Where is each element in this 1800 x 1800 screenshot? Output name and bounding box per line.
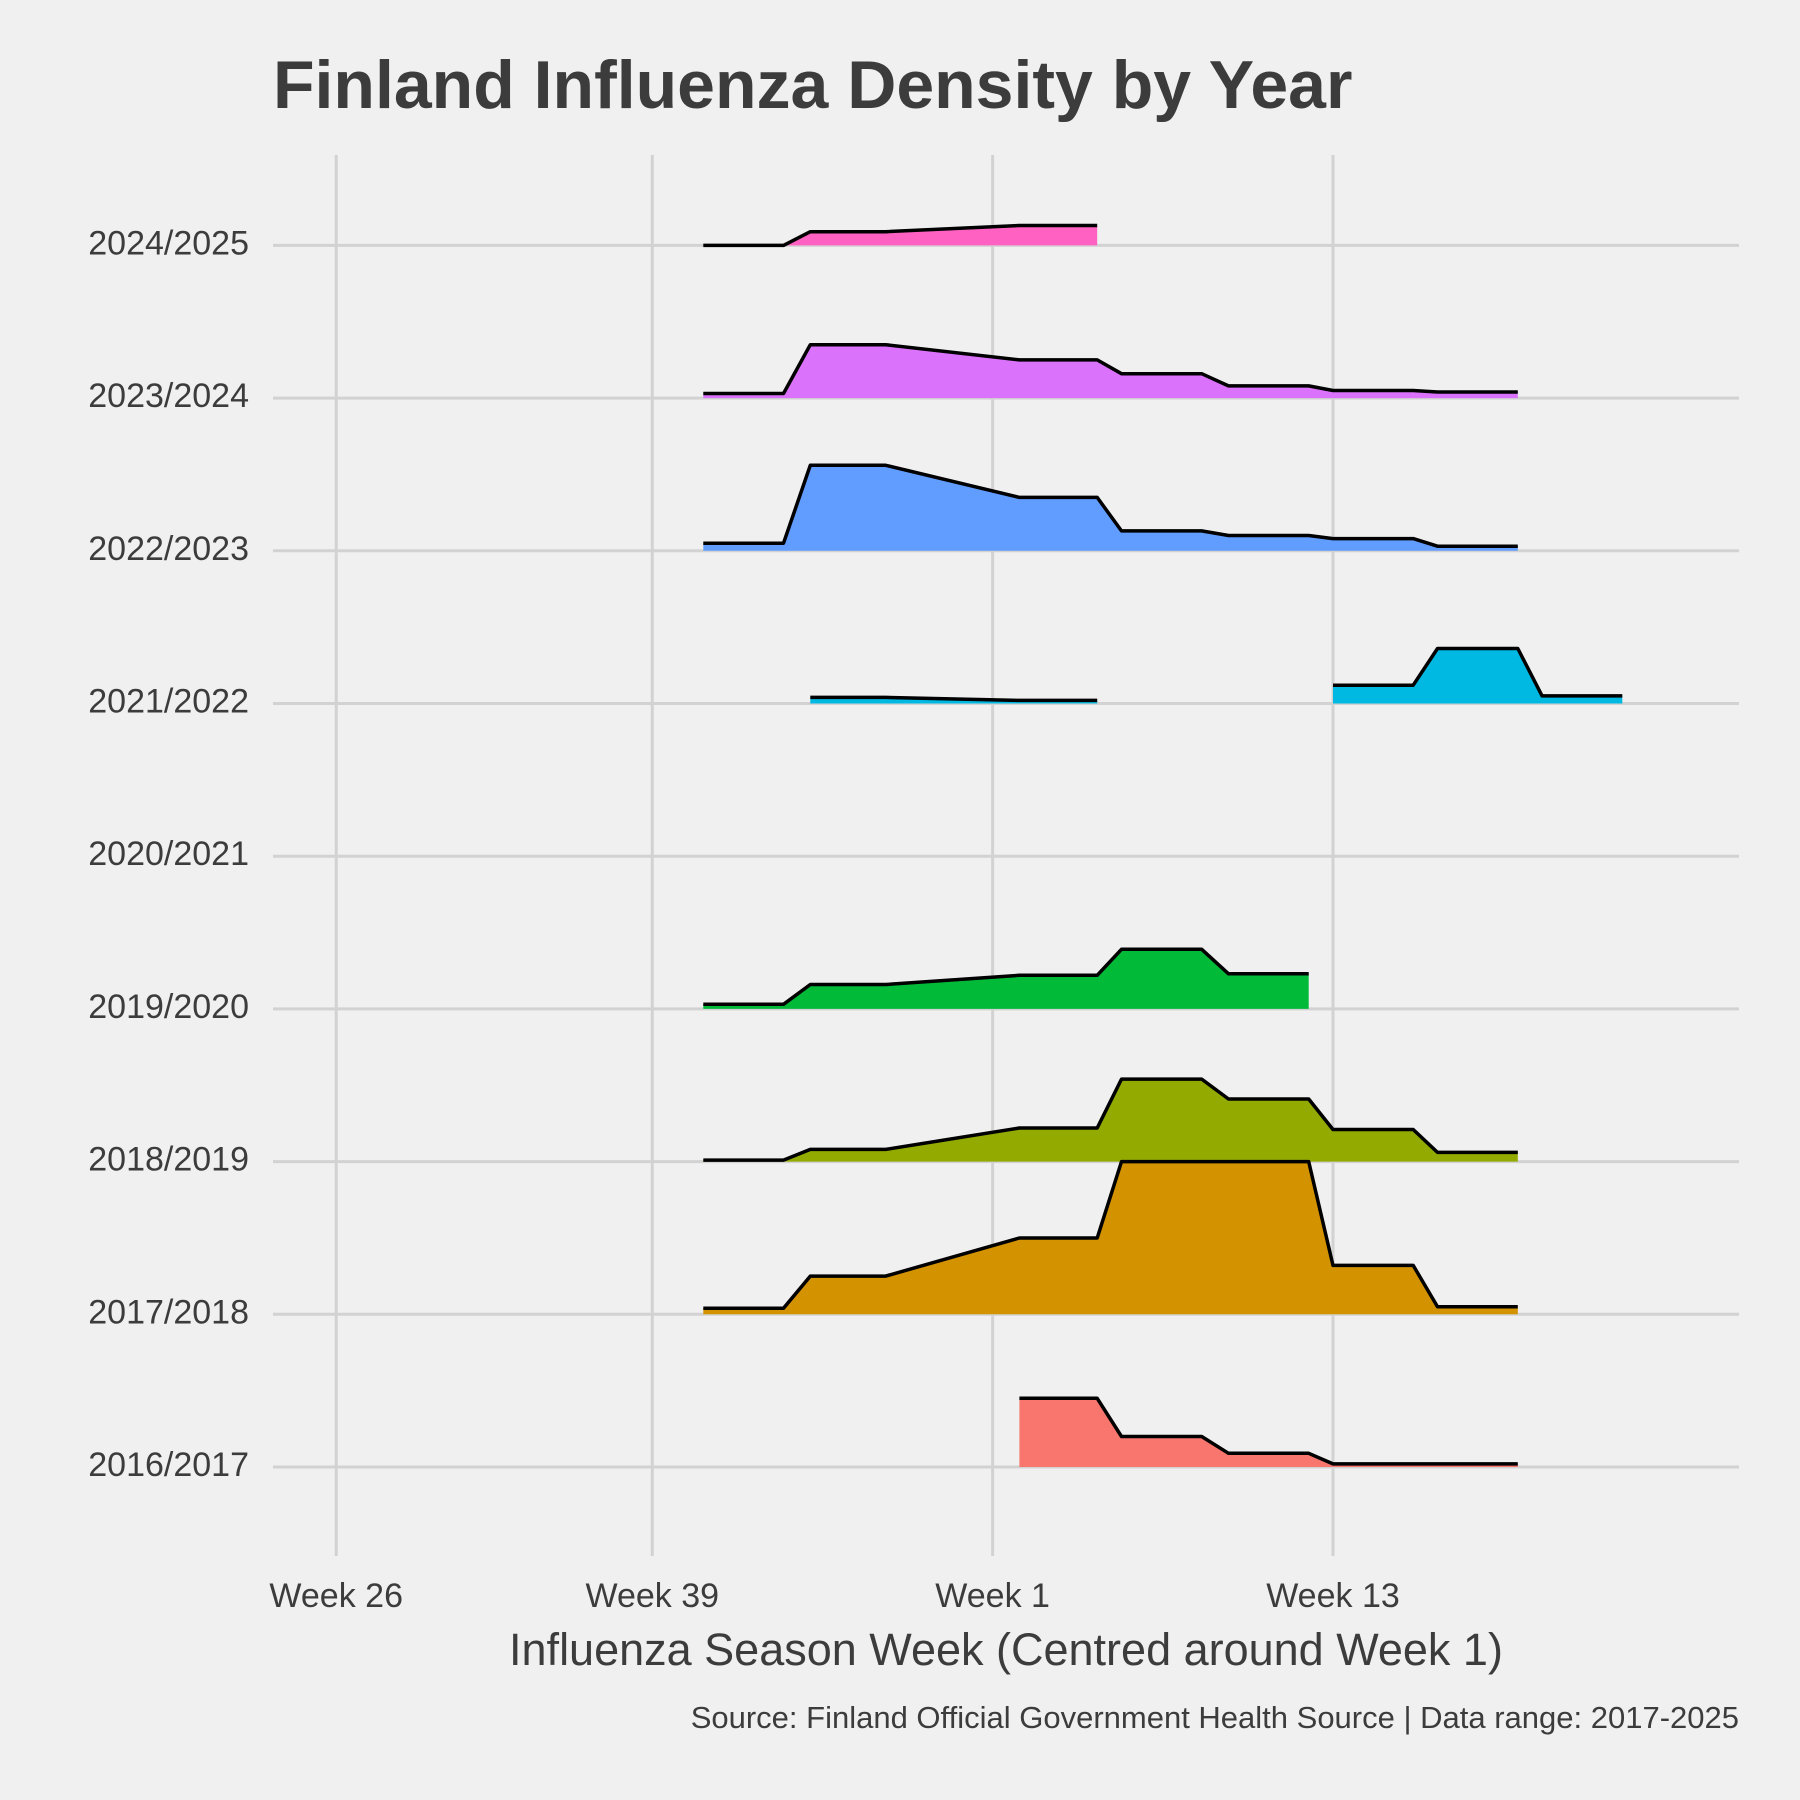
chart-title: Finland Influenza Density by Year: [273, 47, 1352, 123]
ridge-line: [703, 1159, 1518, 1310]
ridge-line: [703, 1077, 1518, 1162]
y-tick-label: 2022/2023: [88, 530, 249, 568]
x-tick-label: Week 39: [585, 1577, 719, 1615]
x-tick-label: Week 1: [935, 1577, 1050, 1615]
x-tick-label: Week 26: [269, 1577, 403, 1615]
y-tick-label: 2017/2018: [88, 1293, 249, 1331]
ridge-area: [703, 344, 1518, 399]
y-tick-label: 2024/2025: [88, 224, 249, 262]
ridge-area: [703, 949, 1309, 1009]
y-tick-label: 2018/2019: [88, 1141, 249, 1179]
y-tick-label: 2021/2022: [88, 682, 249, 720]
ridge-line: [703, 947, 1309, 1007]
y-tick-label: 2020/2021: [88, 835, 249, 873]
ridge-line: [703, 223, 1098, 248]
ridge-area: [703, 1079, 1518, 1162]
ridge-area: [703, 225, 1098, 246]
x-tick-label: Week 13: [1266, 1577, 1400, 1615]
y-tick-label: 2019/2020: [88, 988, 249, 1026]
y-tick-label: 2016/2017: [88, 1446, 249, 1484]
ridge-area: [1333, 648, 1623, 704]
ridge-area: [703, 465, 1518, 551]
ridge-line: [703, 463, 1518, 548]
x-axis-title: Influenza Season Week (Centred around We…: [509, 1624, 1503, 1675]
ridge-area: [703, 1161, 1518, 1315]
ridge-line: [1333, 646, 1623, 698]
ridge-area: [1019, 1398, 1518, 1467]
y-tick-label: 2023/2024: [88, 377, 249, 415]
ridge-line: [703, 342, 1518, 396]
ridge-line: [1019, 1396, 1518, 1466]
caption: Source: Finland Official Government Heal…: [691, 1700, 1739, 1735]
ridge-line: [810, 695, 1098, 703]
